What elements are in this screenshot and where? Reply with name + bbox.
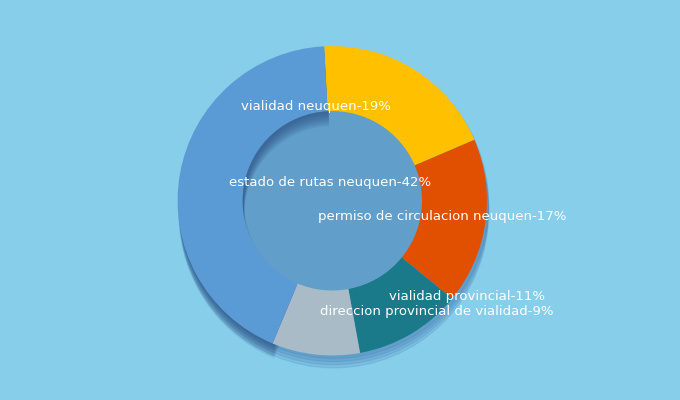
Text: estado de rutas neuquen-42%: estado de rutas neuquen-42% [228, 176, 430, 189]
Circle shape [179, 49, 488, 358]
Wedge shape [402, 140, 487, 299]
Wedge shape [179, 52, 329, 349]
Wedge shape [179, 56, 329, 353]
Wedge shape [177, 46, 328, 344]
Wedge shape [179, 58, 329, 354]
Wedge shape [273, 284, 360, 356]
Circle shape [179, 52, 488, 362]
Text: vialidad neuquen-19%: vialidad neuquen-19% [241, 100, 391, 113]
Wedge shape [179, 54, 329, 351]
Wedge shape [324, 46, 475, 166]
Text: vialidad provincial-11%: vialidad provincial-11% [389, 290, 545, 303]
Wedge shape [179, 50, 329, 347]
Wedge shape [179, 61, 329, 358]
Wedge shape [348, 258, 452, 353]
Wedge shape [179, 48, 329, 345]
Circle shape [179, 58, 488, 368]
Wedge shape [179, 59, 329, 356]
Text: permiso de circulacion neuquen-17%: permiso de circulacion neuquen-17% [318, 210, 566, 223]
Circle shape [179, 55, 488, 365]
Text: direccion provincial de vialidad-9%: direccion provincial de vialidad-9% [320, 305, 554, 318]
